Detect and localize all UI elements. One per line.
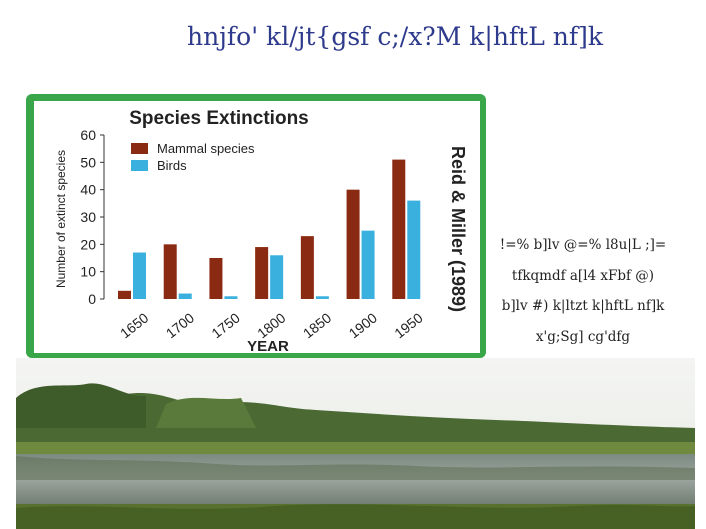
source-label: Reid & Miller (1989) (448, 146, 468, 312)
bar-mammal (300, 236, 314, 299)
bar-birds (224, 296, 238, 299)
y-tick-label: 0 (88, 291, 96, 307)
legend: Mammal species Birds (131, 141, 255, 173)
bar-mammal (118, 290, 131, 299)
legend-swatch-birds (131, 160, 148, 171)
legend-label-birds: Birds (157, 158, 187, 173)
y-axis-label: Number of extinct species (54, 150, 68, 288)
chart-title: Species Extinctions (129, 108, 309, 129)
y-tick-label: 10 (80, 264, 96, 280)
caption-line-2: tfkqmdf a[l4 xFbf @) (511, 267, 655, 284)
bar-mammal (346, 189, 360, 299)
x-tick-label: 1700 (163, 309, 198, 341)
bar-mammal (255, 247, 269, 299)
bar-mammal (209, 258, 223, 299)
y-tick-label: 30 (80, 209, 96, 225)
wetland-photo (16, 358, 695, 529)
chart-background (34, 101, 480, 353)
bar-birds (270, 255, 284, 299)
bar-mammal (163, 244, 177, 299)
caption-text: !=% b]lv @=% l8u|L ;]= tfkqmdf a[l4 xFbf… (490, 230, 676, 352)
species-extinctions-chart: Species Extinctions Number of extinct sp… (54, 108, 468, 353)
bar-mammal (392, 159, 406, 299)
bar-birds (315, 296, 329, 299)
x-tick-label: 1800 (254, 309, 289, 341)
x-tick-label: 1750 (208, 309, 243, 341)
bar-birds (361, 230, 375, 299)
x-tick-label: 1950 (391, 309, 426, 341)
x-tick-label: 1650 (117, 309, 152, 341)
bar-birds (133, 252, 146, 299)
bars-layer (118, 159, 421, 299)
x-tick-label: 1900 (346, 309, 381, 341)
x-tick-label: 1850 (300, 309, 335, 341)
slide-title: hnjfo' kl/jt{gsf c;/x?M k|hftL nf]k (186, 22, 604, 51)
legend-swatch-mammal (131, 143, 148, 154)
caption-line-4: x'g;Sg] cg'dfg (535, 328, 631, 345)
y-tick-label: 20 (80, 236, 96, 252)
bar-birds (178, 293, 192, 299)
y-tick-label: 60 (80, 127, 96, 143)
y-tick-label: 40 (80, 182, 96, 198)
bar-birds (407, 200, 421, 299)
y-tick-label: 50 (80, 154, 96, 170)
caption-line-3: b]lv #) k|ltzt k|hftL nf]k (501, 298, 665, 314)
legend-label-mammal: Mammal species (157, 141, 255, 156)
x-axis-label: YEAR (247, 338, 289, 353)
caption-line-1: !=% b]lv @=% l8u|L ;]= (499, 237, 667, 253)
